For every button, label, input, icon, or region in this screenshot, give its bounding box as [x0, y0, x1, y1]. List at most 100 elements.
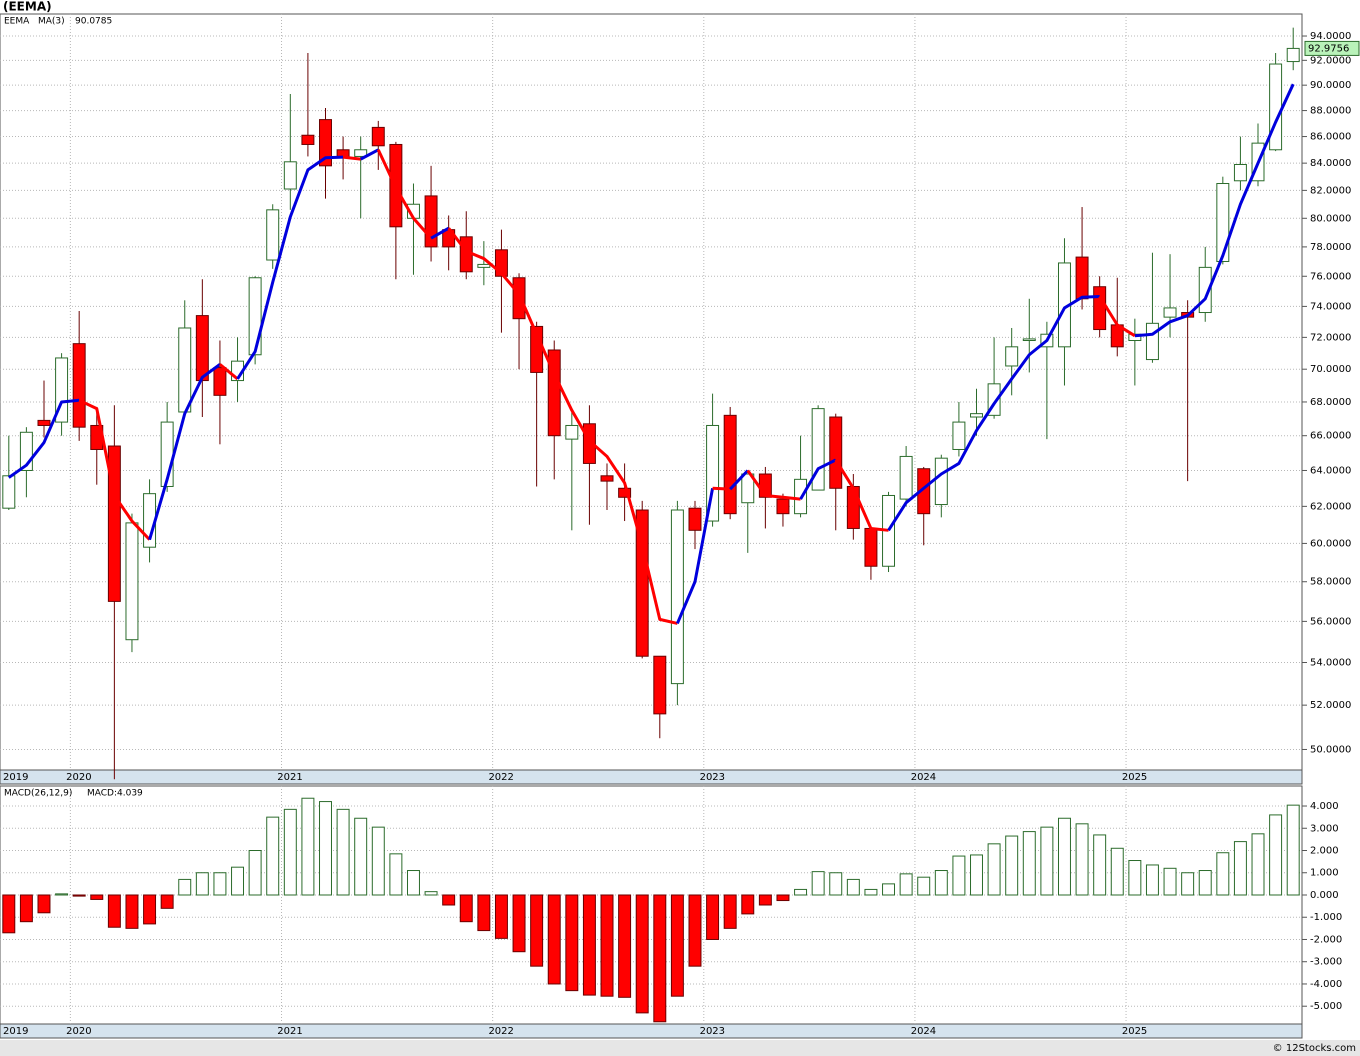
ma-line: [676, 487, 715, 624]
y-tick-label: 60.0000: [1310, 538, 1351, 549]
y-tick-label: 70.0000: [1310, 364, 1351, 375]
bar: [19, 894, 33, 923]
candle-body: [1269, 63, 1283, 151]
candle-body: [846, 485, 860, 529]
candle-body: [107, 445, 121, 602]
y-tick-label: 84.0000: [1310, 158, 1351, 169]
x-tick-label: 2021: [277, 772, 302, 783]
x-tick-label: 2024: [911, 1026, 936, 1037]
y-tick-label: 66.0000: [1310, 431, 1351, 442]
y-tick-label: 68.0000: [1310, 397, 1351, 408]
ma-line: [78, 398, 151, 541]
bar: [1075, 823, 1089, 896]
bar: [477, 894, 491, 932]
bar: [1181, 872, 1195, 896]
candle-body: [125, 522, 139, 641]
footer-bar: [0, 1040, 1360, 1056]
bar: [125, 894, 139, 929]
bar: [178, 878, 192, 896]
bar: [1040, 826, 1054, 896]
ma-line: [712, 486, 731, 491]
x-tick-label: 2024: [911, 772, 936, 783]
y-tick-label: 56.0000: [1310, 616, 1351, 627]
y-tick-label: 92.0000: [1310, 55, 1351, 66]
bar: [706, 894, 720, 940]
candle-body: [899, 455, 913, 500]
bar: [864, 888, 878, 896]
bar: [1198, 870, 1212, 896]
bar: [2, 894, 16, 934]
ma-line: [834, 459, 889, 532]
candle-body: [811, 408, 825, 491]
bar: [37, 894, 51, 914]
y-tick-label: 62.0000: [1310, 501, 1351, 512]
y-tick-label: -1.000: [1310, 912, 1342, 923]
bar: [1269, 814, 1283, 896]
candle-body: [1075, 256, 1089, 300]
ma-line: [236, 155, 344, 380]
candle-body: [706, 424, 720, 522]
y-tick-label: -3.000: [1310, 957, 1342, 968]
bar: [143, 894, 157, 925]
candle-body: [741, 473, 755, 504]
candle-body: [319, 119, 332, 167]
candle-body: [1163, 307, 1177, 318]
candle-body: [917, 468, 931, 515]
candle-body: [1286, 47, 1300, 63]
x-tick-label: 2019: [3, 772, 28, 783]
candle-body: [1216, 183, 1230, 262]
bar: [829, 872, 843, 896]
candle-body: [266, 209, 280, 261]
bar: [1163, 867, 1177, 896]
legend-symbol: EEMA: [4, 17, 30, 27]
x-tick-label: 2025: [1122, 772, 1147, 783]
candle-body: [934, 457, 948, 506]
bar: [600, 894, 614, 997]
bar: [1093, 834, 1107, 896]
bar: [283, 808, 297, 896]
panel-value: MACD:4.039: [87, 789, 143, 799]
bar: [1251, 833, 1265, 896]
bar: [582, 894, 596, 996]
ma-line: [148, 363, 221, 541]
x-tick-label: 2025: [1122, 1026, 1147, 1037]
last-price-box: [1304, 40, 1360, 56]
y-tick-label: -4.000: [1310, 979, 1342, 990]
y-tick-label: 4.000: [1310, 801, 1339, 812]
ma-line: [729, 469, 749, 491]
bar: [530, 894, 544, 967]
date-strip: [0, 1023, 1303, 1039]
bar: [899, 873, 913, 896]
bar: [670, 894, 684, 997]
y-tick-label: 86.0000: [1310, 132, 1351, 143]
bar: [565, 894, 579, 992]
candle-body: [970, 413, 983, 418]
bar: [688, 894, 702, 967]
y-tick-label: 54.0000: [1310, 657, 1351, 668]
candle-body: [55, 357, 69, 423]
bar: [301, 797, 315, 896]
candle-body: [1022, 338, 1036, 342]
candle-body: [670, 509, 684, 685]
bar: [406, 870, 420, 896]
candle-body: [494, 249, 508, 277]
bar: [160, 894, 174, 909]
bar: [195, 872, 209, 896]
y-tick-label: 76.0000: [1310, 271, 1351, 282]
candle-body: [1198, 266, 1212, 314]
ma-line: [887, 295, 1100, 532]
candle-body: [864, 527, 878, 567]
y-tick-label: 0.000: [1310, 890, 1339, 901]
candle-body: [283, 161, 297, 190]
y-tick-label: 3.000: [1310, 823, 1339, 834]
candle-body: [371, 126, 385, 147]
candle-body: [1233, 163, 1247, 182]
bar: [512, 894, 526, 953]
bar: [1110, 847, 1124, 896]
bar: [1128, 860, 1142, 896]
candle-body: [1145, 322, 1159, 361]
candle-body: [600, 475, 614, 482]
y-tick-label: 50.0000: [1310, 744, 1351, 755]
candle-body: [19, 431, 33, 471]
